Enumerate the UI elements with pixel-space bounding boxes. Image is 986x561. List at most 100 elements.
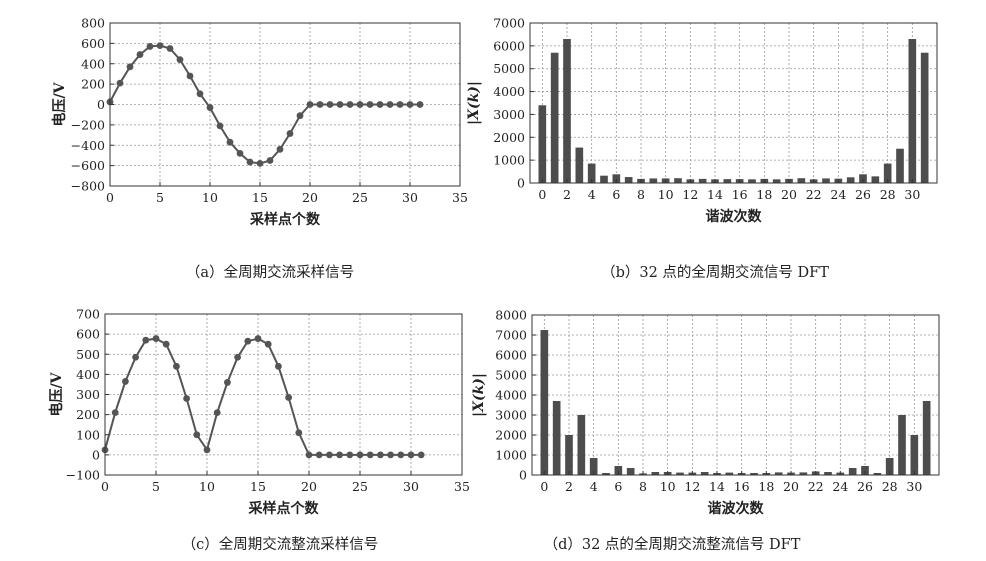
x-tick-label: 5 (152, 479, 160, 494)
data-point (416, 101, 424, 108)
data-point (132, 353, 140, 361)
y-tick-label: 200 (76, 407, 100, 422)
data-point (142, 336, 150, 344)
x-tick-label: 4 (590, 479, 598, 494)
x-tick-label: 0 (538, 187, 546, 202)
plot-frame (529, 22, 938, 184)
x-tick-label: 30 (906, 479, 922, 494)
x-tick-label: 8 (639, 479, 647, 494)
y-tick-label: 1000 (493, 153, 525, 168)
data-point (126, 63, 134, 71)
data-point (275, 362, 282, 370)
data-point (417, 451, 425, 459)
bar-k21 (797, 178, 806, 183)
y-tick-label: −600 (71, 158, 105, 173)
x-tick-label: 28 (880, 187, 896, 202)
data-point (377, 451, 384, 459)
bar-k28 (883, 163, 892, 183)
data-point (244, 337, 252, 345)
x-tick-label: 6 (614, 479, 622, 494)
bar-k11 (676, 472, 684, 475)
x-tick-label: 12 (682, 187, 698, 202)
data-point (295, 429, 303, 437)
bar-k25 (846, 177, 855, 183)
x-tick-label: 35 (452, 190, 468, 205)
y-tick-label: 7000 (495, 328, 527, 343)
caption-a: （a）全周期交流采样信号 (186, 263, 354, 281)
x-tick-label: 26 (857, 479, 873, 494)
x-tick-label: 10 (658, 187, 674, 202)
x-tick-label: 0 (101, 479, 109, 494)
data-point (173, 362, 180, 370)
data-point (356, 451, 364, 459)
x-tick-label: 24 (832, 479, 848, 494)
x-tick-label: 5 (156, 190, 164, 205)
x-tick-label: 35 (454, 479, 470, 494)
data-point (264, 340, 272, 348)
data-point (406, 101, 414, 108)
chart-panel-d: 0 2 4 6 8 10 12 14 16 18 20 22 24 26 28 300100020003000… (471, 308, 940, 553)
y-tick-label: 4000 (495, 388, 527, 403)
y-tick-label: 2000 (495, 428, 527, 443)
y-tick-label: 8000 (495, 308, 527, 323)
data-point (306, 101, 314, 108)
y-tick-label: 400 (81, 56, 105, 71)
y-axis-label: 电压/V (51, 81, 68, 126)
y-tick-label: 700 (76, 307, 100, 322)
plot-a: 0 5 10 15 20 25 30 35 −800 −600 −400 −200 0 200 400 600… (51, 16, 468, 229)
data-point (356, 101, 364, 108)
y-tick-label: 600 (76, 327, 100, 342)
data-point (386, 101, 394, 108)
y-tick-label: 3000 (495, 408, 527, 423)
data-point (285, 394, 292, 401)
y-tick-label: 200 (81, 77, 105, 92)
bar-k3 (577, 415, 586, 475)
bar-k5 (602, 473, 610, 475)
data-point (396, 101, 404, 108)
y-tick-label: 6000 (493, 38, 525, 53)
x-tick-label: 10 (660, 479, 676, 494)
x-tick-label: 14 (709, 479, 725, 494)
data-point (116, 79, 124, 87)
y-tick-label: 300 (76, 387, 100, 402)
y-tick-label: 4000 (493, 84, 525, 99)
data-point (136, 51, 144, 58)
data-point (407, 451, 415, 459)
data-point (326, 101, 334, 108)
caption-c: （c）全周期交流整流采样信号 (182, 535, 379, 553)
data-point (387, 451, 394, 459)
data-point (246, 158, 254, 166)
data-point (376, 101, 384, 108)
data-point (366, 451, 374, 459)
data-point (203, 446, 211, 454)
bar-k23 (822, 178, 830, 183)
x-tick-label: 0 (106, 190, 114, 205)
bar-k26 (861, 466, 869, 475)
data-point (206, 104, 214, 111)
bar-k7 (624, 177, 633, 183)
data-point (316, 101, 324, 108)
x-tick-label: 22 (808, 479, 824, 494)
x-tick-label: 16 (732, 187, 748, 202)
y-tick-label: 100 (76, 427, 100, 442)
bar-k15 (725, 472, 734, 475)
bar-k28 (885, 458, 894, 475)
plot-d: 0 2 4 6 8 10 12 14 16 18 20 22 24 26 28 300100020003000… (471, 308, 940, 517)
data-point (193, 431, 201, 439)
x-tick-label: 28 (882, 479, 898, 494)
bar-k23 (824, 472, 832, 475)
chart-panel-a: 0 5 10 15 20 25 30 35 −800 −600 −400 −200 0 200 400 600… (51, 16, 468, 282)
data-point (346, 451, 354, 459)
bar-k13 (698, 178, 707, 183)
data-point (286, 130, 294, 137)
data-point (366, 101, 374, 108)
data-point (224, 379, 231, 386)
data-point (326, 451, 333, 459)
data-point (166, 45, 174, 52)
x-tick-label: 20 (781, 187, 797, 202)
x-axis-label: 采样点个数 (249, 211, 321, 228)
y-tick-label: 7000 (493, 16, 525, 31)
bar-k4 (587, 163, 596, 183)
bar-k19 (772, 179, 781, 183)
